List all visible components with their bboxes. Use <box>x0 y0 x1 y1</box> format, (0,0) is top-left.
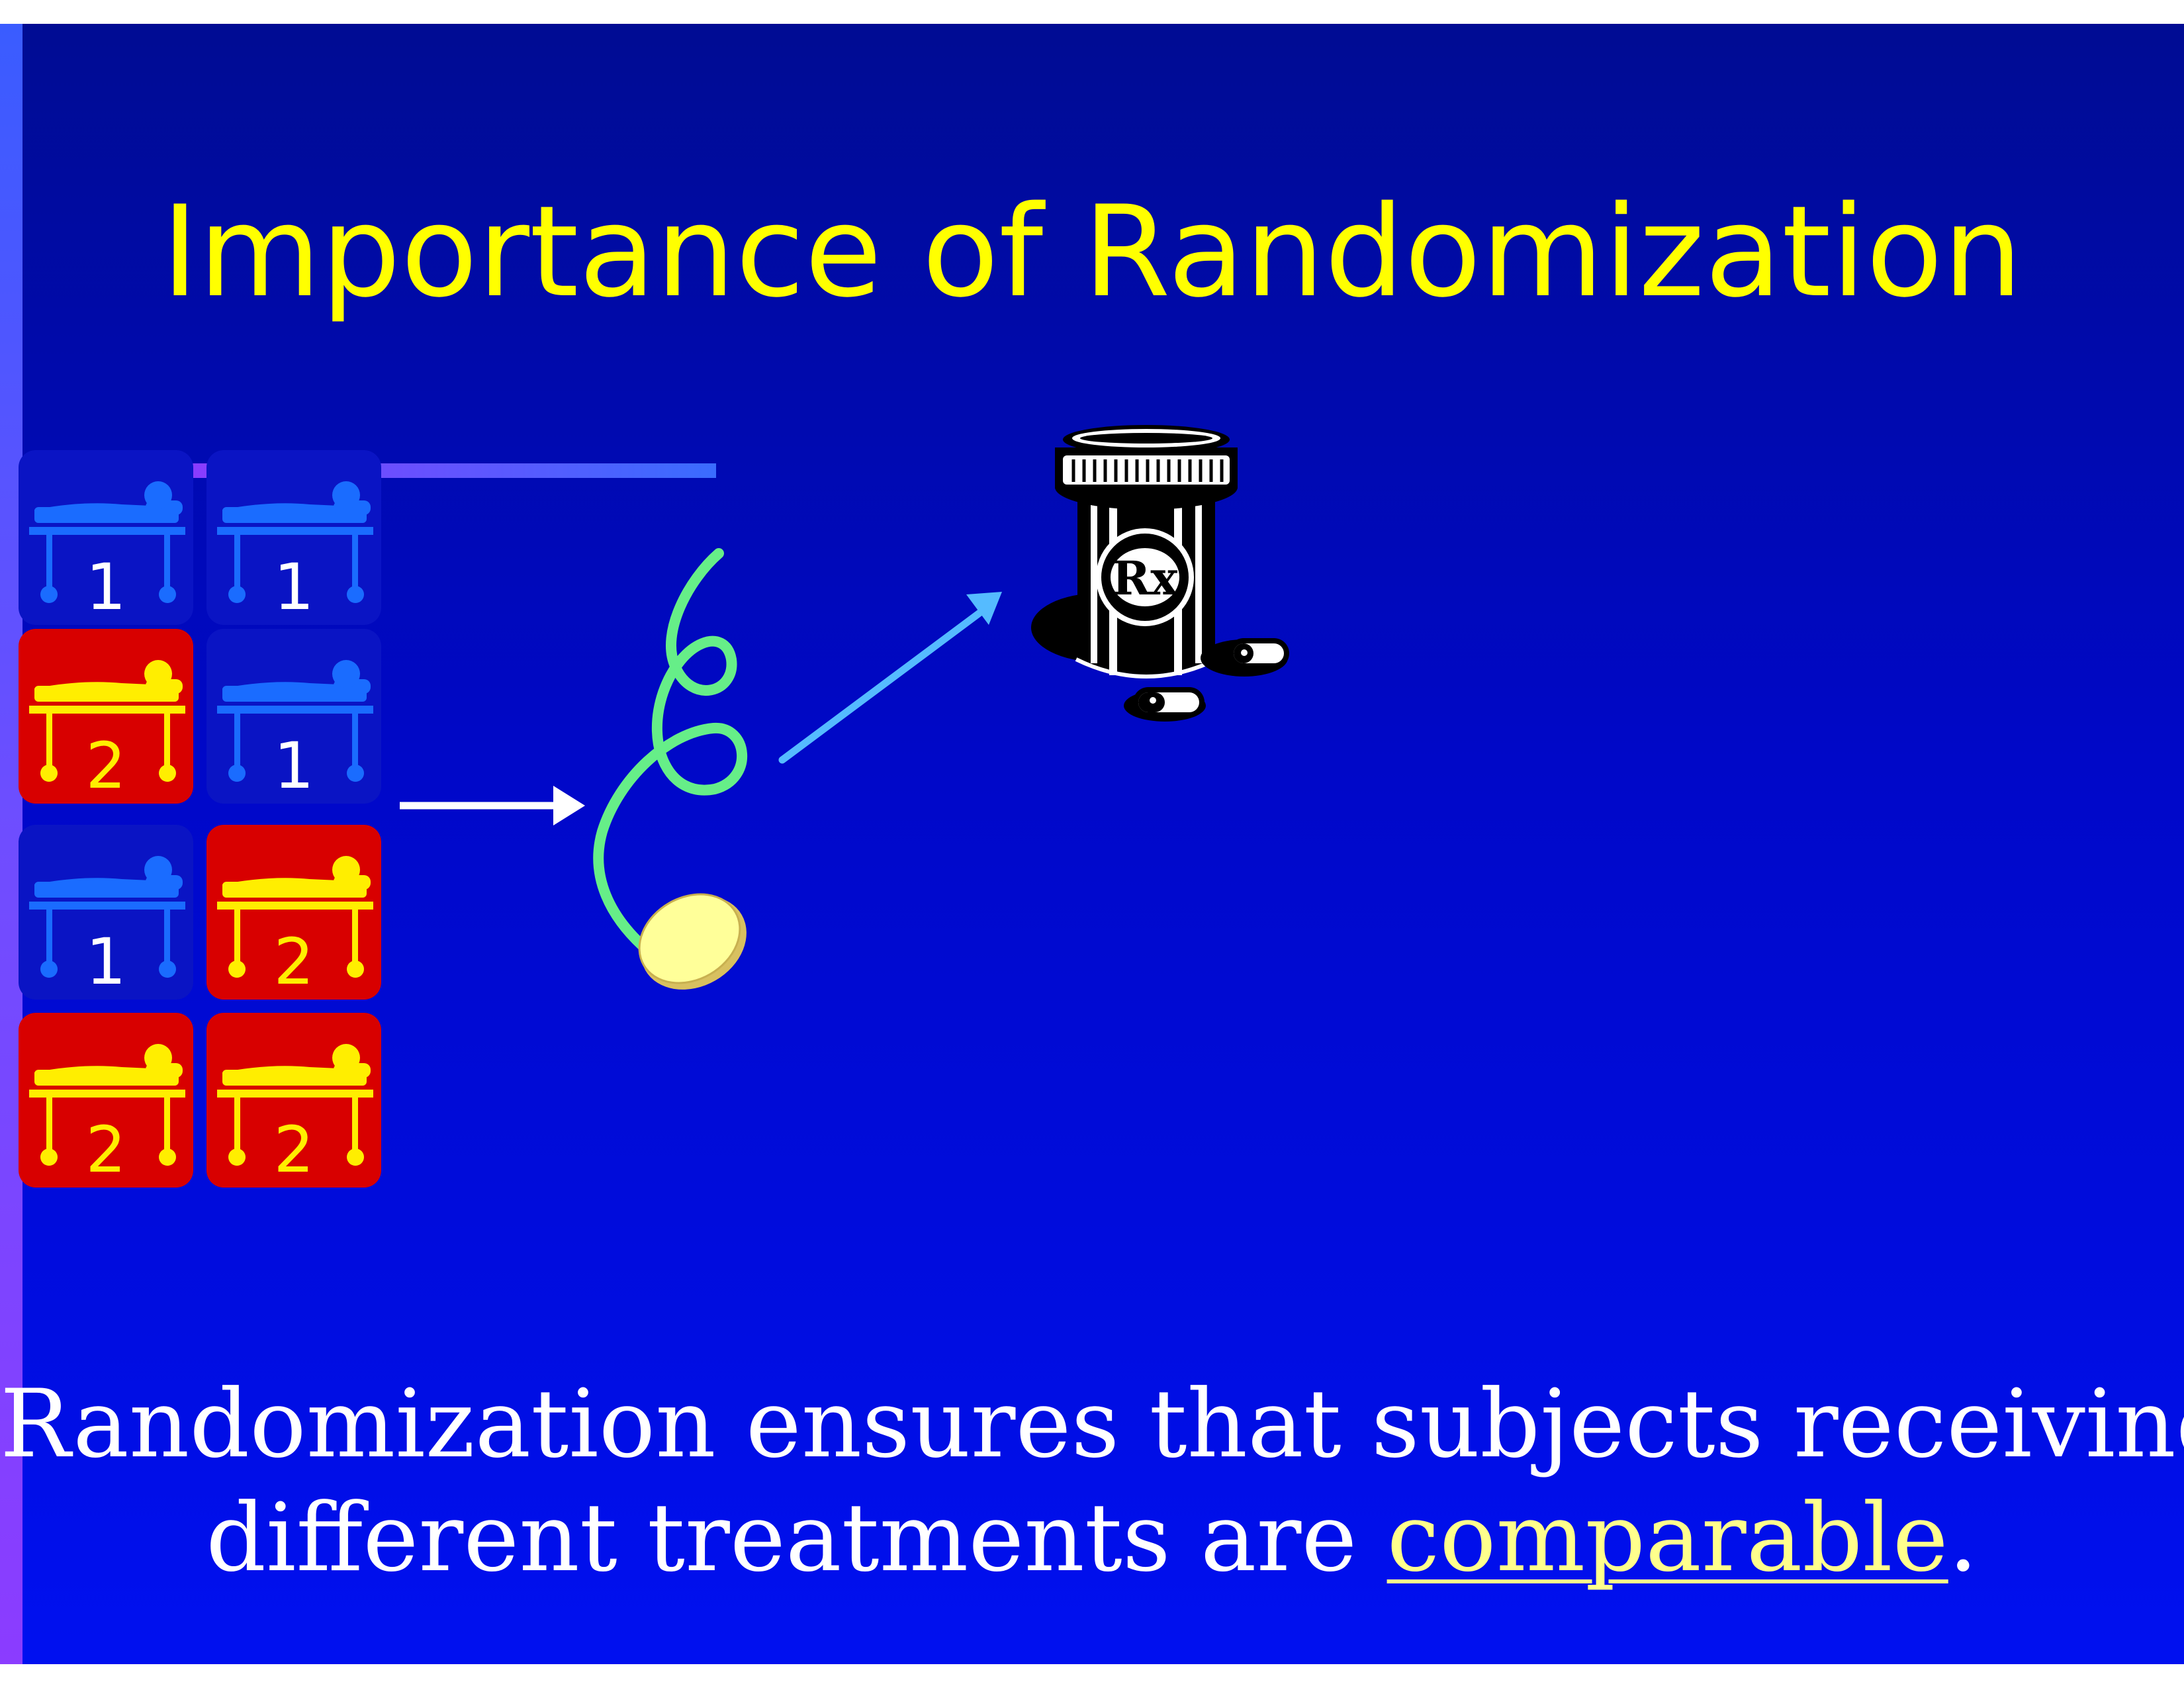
capsule-icon <box>1124 687 1206 722</box>
treatment-arrow <box>778 592 1002 764</box>
caption-highlight-word: comparable <box>1387 1483 1948 1593</box>
illustration: 1 1 2 1 1 2 2 2 <box>19 425 1289 1188</box>
group-number: 1 <box>85 925 126 999</box>
group-number: 2 <box>273 925 314 999</box>
capsule-icon <box>1201 638 1289 677</box>
assignment-arrow <box>400 786 585 825</box>
caption-line-2-prefix: different treatments are <box>206 1483 1387 1593</box>
slide-title: Importance of Randomization <box>161 179 2023 325</box>
group-number: 2 <box>85 1113 126 1187</box>
rx-label: Rx <box>1112 551 1179 606</box>
patient-grid: 1 1 2 1 1 2 2 2 <box>19 450 381 1188</box>
caption-line-2: different treatments are comparable. <box>0 1481 2184 1595</box>
patient-tile: 2 <box>206 1013 381 1188</box>
patient-tile: 2 <box>19 629 193 804</box>
patient-tile: 2 <box>19 1013 193 1188</box>
group-number: 2 <box>273 1113 314 1187</box>
prescription-bottle-icon: Rx <box>1031 425 1238 679</box>
slide: Importance of Randomization <box>0 24 2184 1664</box>
coin-toss-icon <box>593 548 747 990</box>
patient-tile: 1 <box>206 450 381 625</box>
group-number: 1 <box>273 729 314 803</box>
group-number: 1 <box>85 550 126 624</box>
caption-line-1: Randomization ensures that subjects rece… <box>0 1370 2184 1479</box>
group-number: 2 <box>85 729 126 803</box>
patient-tile: 1 <box>206 629 381 804</box>
patient-tile: 2 <box>206 825 381 1000</box>
group-number: 1 <box>273 550 314 624</box>
caption-line-2-suffix: . <box>1948 1483 1978 1593</box>
patient-tile: 1 <box>19 450 193 625</box>
patient-tile: 1 <box>19 825 193 1000</box>
slide-caption: Randomization ensures that subjects rece… <box>0 1368 2184 1595</box>
